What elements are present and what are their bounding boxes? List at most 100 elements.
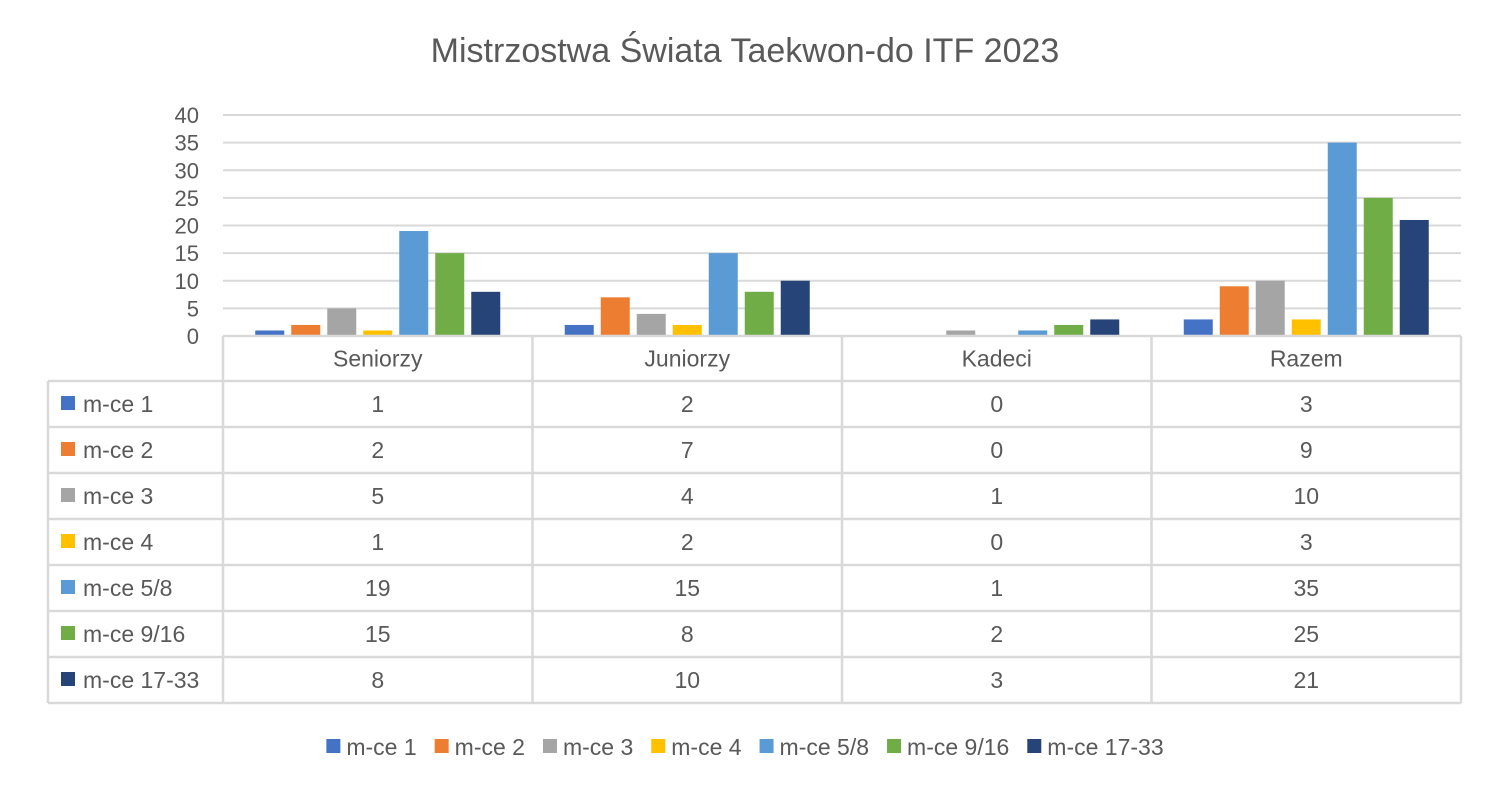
legend-label: m-ce 9/16	[907, 734, 1009, 760]
table-value: 21	[1293, 667, 1319, 693]
legend-label: m-ce 17-33	[1047, 734, 1163, 760]
y-tick-label: 20	[175, 214, 199, 239]
table-value: 0	[990, 529, 1003, 555]
legend-item: m-ce 9/16	[887, 734, 1009, 760]
legend: m-ce 1 m-ce 2 m-ce 3 m-ce 4 m-ce 5/8 m-ce 9/1…	[326, 734, 1164, 760]
y-tick-label: 15	[175, 241, 199, 266]
legend-swatch	[887, 739, 902, 753]
table-value: 3	[1300, 529, 1313, 555]
table-value: 4	[681, 483, 694, 509]
table-value: 1	[371, 529, 384, 555]
legend-label: m-ce 1	[346, 734, 416, 760]
data-table: Seniorzy Juniorzy Kadeci Razem m-ce 1 1 2 0 3 m-c…	[46, 334, 1463, 705]
category-label: Kadeci	[962, 346, 1032, 372]
table-value: 8	[681, 621, 694, 647]
bar	[1363, 197, 1393, 336]
table-legend-key	[61, 580, 75, 594]
table-value: 10	[1293, 483, 1319, 509]
table-value: 0	[990, 391, 1003, 417]
table-value: 3	[1300, 391, 1313, 417]
table-value: 1	[990, 575, 1003, 601]
bar	[291, 324, 321, 336]
table-value: 2	[990, 621, 1003, 647]
y-tick-label: 35	[175, 131, 199, 156]
y-tick-label: 30	[175, 158, 199, 183]
table-value: 1	[990, 483, 1003, 509]
legend-label: m-ce 5/8	[780, 734, 869, 760]
bar	[1291, 319, 1321, 336]
table-value: 0	[990, 437, 1003, 463]
legend-item: m-ce 17-33	[1027, 734, 1164, 760]
table-value: 2	[681, 391, 694, 417]
table-value: 3	[990, 667, 1003, 693]
bar	[363, 330, 393, 336]
series-label: m-ce 4	[83, 529, 154, 555]
table-value: 15	[674, 575, 700, 601]
bar	[780, 280, 810, 336]
bar	[471, 291, 501, 336]
legend-swatch	[542, 739, 557, 753]
bar	[1255, 280, 1285, 336]
y-tick-label: 40	[175, 103, 199, 128]
y-tick-label: 0	[187, 324, 199, 349]
legend-item: m-ce 2	[434, 734, 525, 760]
bar	[564, 324, 594, 336]
bar	[744, 291, 774, 336]
bar	[1018, 330, 1048, 336]
table-legend-key	[61, 488, 75, 502]
series-label: m-ce 3	[83, 483, 153, 509]
category-label: Juniorzy	[644, 346, 730, 372]
series-label: m-ce 9/16	[83, 621, 185, 647]
bar	[708, 253, 738, 336]
legend-item: m-ce 5/8	[759, 734, 869, 760]
table-value: 8	[371, 667, 384, 693]
legend-swatch	[759, 739, 774, 753]
series-label: m-ce 1	[83, 391, 153, 417]
category-label: Razem	[1270, 346, 1343, 372]
bar	[1090, 319, 1120, 336]
table-legend-key	[61, 626, 75, 640]
legend-item: m-ce 3	[542, 734, 633, 760]
table-value: 2	[681, 529, 694, 555]
legend-swatch	[434, 739, 449, 753]
series-label: m-ce 2	[83, 437, 153, 463]
table-value: 2	[371, 437, 384, 463]
table-value: 10	[674, 667, 700, 693]
table-legend-key	[61, 534, 75, 548]
bar	[1183, 319, 1213, 336]
table-legend-key	[61, 672, 75, 686]
table-value: 15	[365, 621, 391, 647]
table-value: 35	[1293, 575, 1319, 601]
table-value: 9	[1300, 437, 1313, 463]
series-label: m-ce 5/8	[83, 575, 172, 601]
table-value: 1	[371, 391, 384, 417]
y-tick-label: 10	[175, 269, 199, 294]
bars	[255, 142, 1429, 336]
bar	[636, 313, 666, 336]
legend-swatch	[326, 739, 341, 753]
table-value: 19	[365, 575, 391, 601]
legend-item: m-ce 1	[326, 734, 417, 760]
bar	[946, 330, 976, 336]
y-tick-label: 25	[175, 186, 199, 211]
bar	[1327, 142, 1357, 336]
legend-swatch	[1027, 739, 1042, 753]
table-legend-key	[61, 442, 75, 456]
bar	[672, 324, 702, 336]
bar	[399, 231, 429, 336]
bar	[600, 297, 630, 336]
bar	[255, 330, 285, 336]
legend-label: m-ce 2	[455, 734, 525, 760]
legend-label: m-ce 4	[671, 734, 742, 760]
bar	[1399, 219, 1429, 336]
bar	[435, 253, 465, 336]
category-label: Seniorzy	[333, 346, 423, 372]
bar	[327, 308, 357, 336]
bar	[1219, 286, 1249, 336]
legend-item: m-ce 4	[651, 734, 742, 760]
legend-swatch	[651, 739, 666, 753]
table-legend-key	[61, 396, 75, 410]
series-label: m-ce 17-33	[83, 667, 199, 693]
